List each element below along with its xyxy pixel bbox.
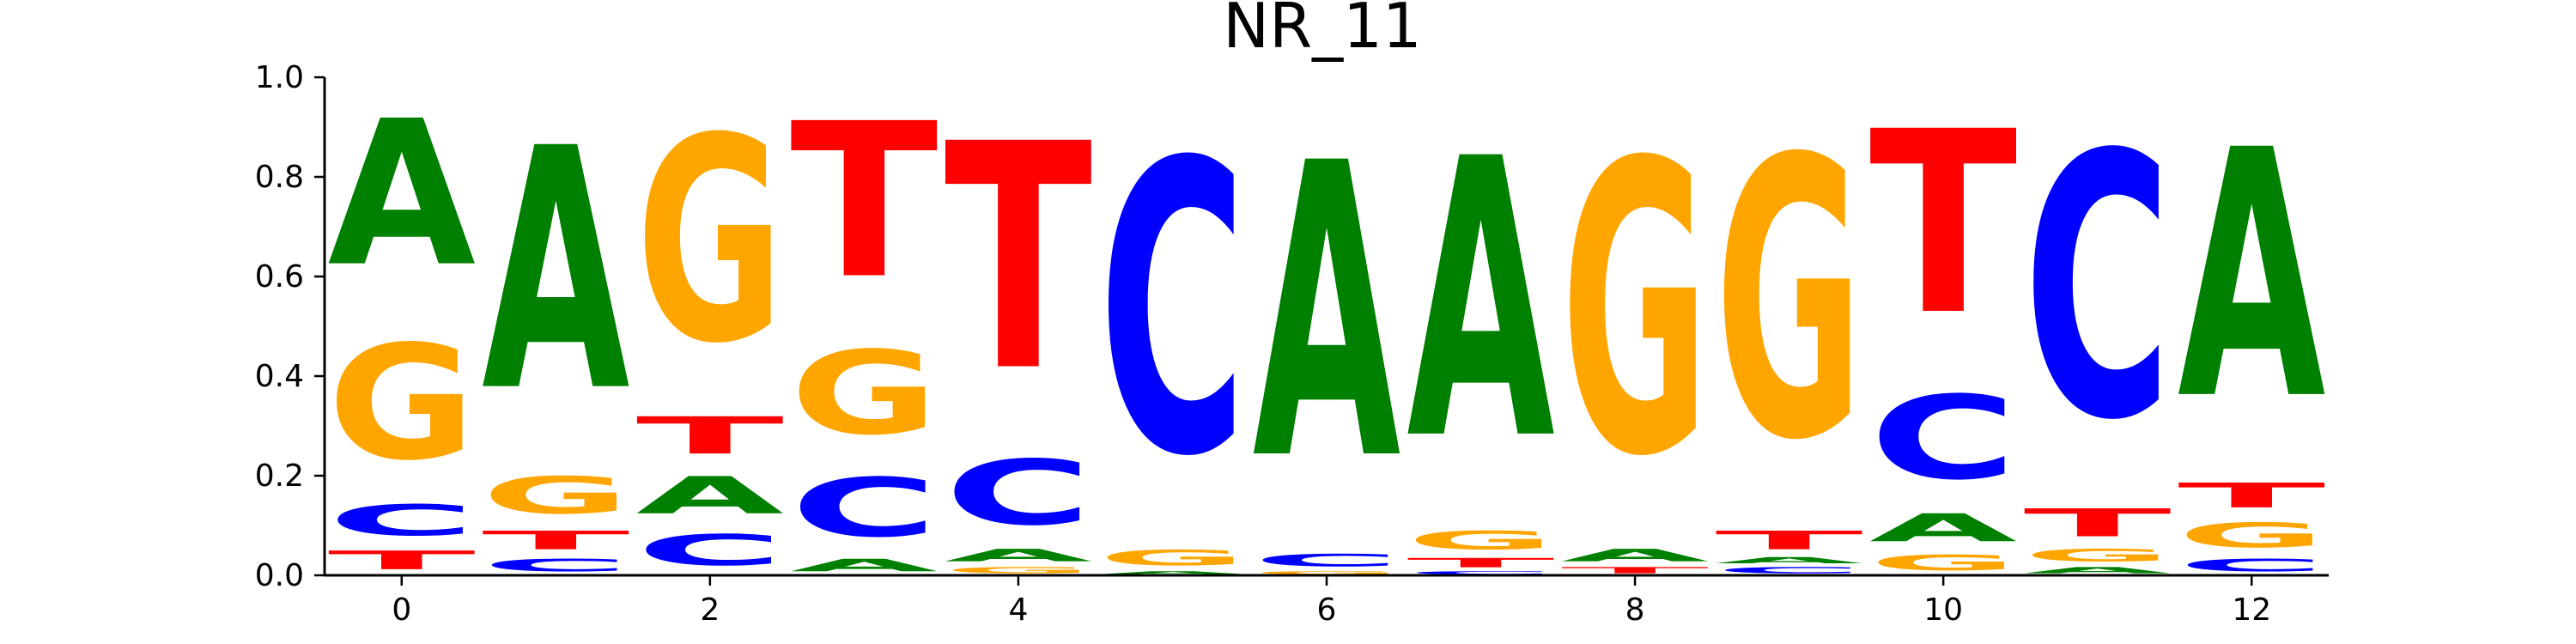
axis-layer: 0.0 0.2 0.4 0.6 0.8 1.0 0 2 4 6 8 10 12 — [255, 60, 2329, 628]
logo-letter-A-pos-9: A — [1715, 556, 1862, 566]
logo-letter-C-pos-11: C — [2024, 79, 2172, 500]
logo-letter-C-pos-5: C — [1098, 80, 1246, 545]
logo-letter-G-pos-3: G — [790, 327, 938, 461]
logo-letter-A-pos-4: A — [945, 545, 1092, 565]
logo-letter-G-pos-1: G — [482, 466, 629, 526]
logo-letter-C-pos-12: C — [2178, 556, 2325, 575]
logo-letter-A-pos-8: A — [1561, 545, 1709, 565]
chart-title: NR_11 — [1223, 0, 1422, 62]
logo-letter-C-pos-9: C — [1715, 565, 1862, 575]
logo-letter-T-pos-9: T — [1715, 526, 1862, 556]
x-tick-label: 0 — [392, 592, 411, 628]
x-tick-label: 2 — [700, 592, 720, 628]
logo-letter-T-pos-0: T — [328, 545, 476, 575]
logo-letter-A-pos-2: A — [636, 466, 784, 526]
logo-letter-G-pos-8: G — [1561, 80, 1709, 545]
logo-letter-A-pos-1: A — [482, 79, 631, 465]
glyph-layer: TCGACTGACATGACGTGACTAGCGCACTGATAGCATGGAC… — [328, 77, 2327, 575]
x-tick-label: 8 — [1625, 592, 1645, 628]
logo-letter-C-pos-1: C — [482, 556, 629, 575]
logo-letter-A-pos-11: A — [2024, 565, 2172, 575]
logo-letter-A-pos-12: A — [2178, 77, 2327, 474]
x-tick-label: 4 — [1008, 592, 1028, 628]
logo-letter-G-pos-9: G — [1715, 79, 1862, 526]
logo-letter-A-pos-6: A — [1253, 78, 1402, 549]
logo-letter-T-pos-12: T — [2178, 476, 2325, 515]
logo-letter-C-pos-6: C — [1253, 550, 1400, 570]
y-tick-label: 0.0 — [255, 558, 304, 593]
y-tick-label: 1.0 — [255, 60, 304, 95]
logo-letter-T-pos-11: T — [2024, 501, 2172, 545]
logo-letter-T-pos-10: T — [1869, 78, 2019, 370]
logo-letter-G-pos-2: G — [636, 78, 784, 405]
logo-letter-A-pos-0: A — [328, 77, 476, 311]
logo-letter-G-pos-5: G — [1098, 545, 1246, 570]
logo-letter-T-pos-4: T — [945, 77, 1094, 440]
logo-letter-T-pos-1: T — [482, 526, 629, 556]
logo-letter-T-pos-3: T — [790, 79, 938, 326]
logo-letter-C-pos-10: C — [1869, 372, 2017, 505]
logo-letter-G-pos-0: G — [328, 313, 476, 495]
x-tick-label: 6 — [1317, 592, 1337, 628]
x-tick-label: 10 — [1923, 592, 1963, 628]
y-tick-label: 0.8 — [255, 160, 304, 195]
logo-letter-G-pos-4: G — [945, 565, 1092, 575]
logo-letter-A-pos-7: A — [1406, 79, 1556, 525]
logo-letter-C-pos-2: C — [636, 526, 784, 575]
logo-letter-A-pos-5: A — [1098, 570, 1246, 575]
y-tick-label: 0.6 — [255, 259, 304, 295]
y-tick-label: 0.2 — [255, 459, 304, 494]
logo-letter-C-pos-7: C — [1406, 570, 1554, 575]
logo-letter-T-pos-2: T — [636, 406, 784, 465]
logo-letter-C-pos-3: C — [790, 461, 938, 555]
y-tick-label: 0.4 — [255, 359, 304, 394]
logo-letter-A-pos-10: A — [1869, 506, 2017, 550]
logo-letter-C-pos-0: C — [328, 495, 476, 545]
logo-letter-G-pos-10: G — [1869, 550, 2017, 575]
logo-letter-T-pos-8: T — [1561, 565, 1709, 575]
logo-letter-G-pos-7: G — [1406, 526, 1554, 556]
logo-letter-C-pos-4: C — [945, 440, 1092, 544]
logo-letter-A-pos-3: A — [790, 556, 938, 575]
logo-letter-G-pos-6: G — [1253, 570, 1400, 575]
logo-letter-G-pos-11: G — [2024, 545, 2172, 565]
x-tick-label: 12 — [2232, 592, 2271, 628]
logo-letter-G-pos-12: G — [2178, 516, 2325, 556]
logo-letter-T-pos-7: T — [1406, 556, 1554, 570]
